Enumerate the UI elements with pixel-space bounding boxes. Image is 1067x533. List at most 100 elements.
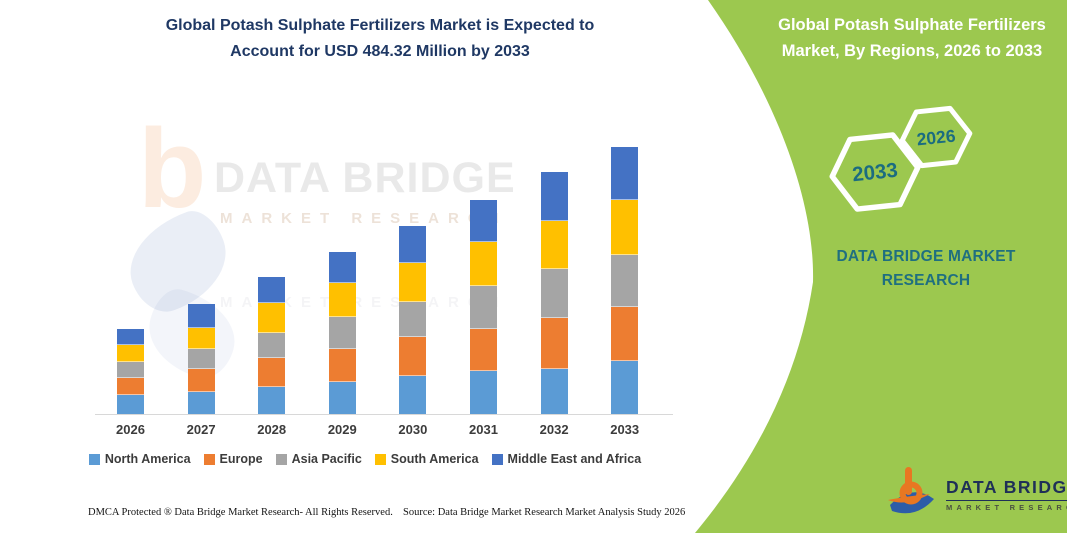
legend-item-south-america: South America — [374, 452, 479, 466]
bar-segment-south-america — [611, 199, 639, 255]
bar-segment-asia-pacific — [328, 316, 356, 350]
bar-segment-north-america — [611, 360, 639, 414]
bar-segment-north-america — [399, 375, 427, 414]
x-axis-label-2027: 2027 — [186, 422, 216, 437]
bar-segment-south-america — [117, 345, 144, 363]
x-axis-label-2028: 2028 — [257, 422, 287, 437]
legend-item-middle-east-and-africa: Middle East and Africa — [491, 452, 642, 466]
bar-segment-north-america — [470, 371, 497, 414]
bar-segment-asia-pacific — [470, 285, 497, 330]
bar-2033 — [611, 146, 639, 414]
bar-segment-asia-pacific — [258, 332, 286, 359]
bar-segment-south-america — [328, 283, 356, 317]
legend-item-asia-pacific: Asia Pacific — [275, 452, 362, 466]
bar-2030 — [399, 226, 427, 414]
bar-segment-middle-east-and-africa — [399, 226, 427, 264]
green-panel-path — [695, 0, 1067, 533]
right-panel-title-line2: Market, By Regions, 2026 to 2033 — [781, 42, 1043, 61]
bar-2026 — [117, 329, 144, 414]
logo-text-block: DATA BRIDGE MARKET RESEARCH — [946, 477, 1067, 512]
panel-brand-line1: DATA BRIDGE MARKET — [836, 248, 1016, 265]
bar-segment-south-america — [399, 263, 427, 303]
bar-segment-north-america — [540, 368, 568, 414]
bar-segment-middle-east-and-africa — [117, 329, 144, 346]
bar-segment-south-america — [187, 327, 215, 350]
bar-2032 — [540, 171, 568, 414]
legend-swatch-icon — [203, 453, 215, 465]
bar-segment-middle-east-and-africa — [470, 199, 497, 243]
legend-item-europe: Europe — [203, 452, 263, 466]
bar-segment-europe — [399, 337, 427, 376]
bar-segment-asia-pacific — [187, 349, 215, 370]
bar-segment-south-america — [540, 221, 568, 270]
watermark-logo-icon: b — [138, 106, 207, 231]
bar-segment-middle-east-and-africa — [187, 304, 215, 328]
source-note: Source: Data Bridge Market Research Mark… — [403, 507, 686, 518]
legend-swatch-icon — [275, 453, 287, 465]
hexagon-2033-label: 2033 — [851, 159, 899, 187]
x-axis-label-2030: 2030 — [398, 422, 428, 437]
hexagon-2026-label: 2026 — [916, 125, 957, 149]
watermark-brand-text: DATA BRIDGE — [214, 154, 516, 202]
bar-segment-asia-pacific — [117, 362, 144, 379]
legend-swatch-icon — [88, 453, 100, 465]
legend-swatch-icon — [491, 453, 503, 465]
chart-title-line2: Account for USD 484.32 Million by 2033 — [230, 43, 530, 61]
legend-label: Asia Pacific — [291, 452, 362, 466]
bar-segment-north-america — [117, 395, 144, 414]
legend-label: Middle East and Africa — [507, 452, 642, 466]
data-bridge-logo: DATA BRIDGE MARKET RESEARCH — [884, 466, 1067, 522]
bar-segment-europe — [187, 369, 215, 392]
bar-segment-asia-pacific — [540, 269, 568, 318]
bar-segment-asia-pacific — [611, 254, 639, 308]
chart-title: Global Potash Sulphate Fertilizers Marke… — [95, 13, 665, 66]
data-bridge-logo-icon — [888, 467, 934, 514]
bar-segment-europe — [470, 329, 497, 372]
hexagon-2033-icon — [829, 132, 921, 212]
bar-segment-europe — [328, 349, 356, 382]
logo-b-stem — [905, 467, 912, 495]
panel-brand-line2: RESEARCH — [881, 272, 971, 290]
panel-brand-text: DATA BRIDGE MARKET RESEARCH — [795, 245, 1057, 293]
bar-segment-middle-east-and-africa — [258, 277, 286, 304]
bar-segment-north-america — [258, 386, 286, 414]
bar-segment-middle-east-and-africa — [328, 251, 356, 284]
x-axis-label-2033: 2033 — [610, 422, 640, 437]
bar-segment-middle-east-and-africa — [540, 171, 568, 222]
chart-title-line1: Global Potash Sulphate Fertilizers Marke… — [165, 17, 595, 34]
x-axis-label-2029: 2029 — [327, 422, 357, 437]
hexagon-badges: 2033 2026 — [829, 105, 973, 212]
watermark: b DATA BRIDGE MARKET RESEARCH MARKET RES… — [115, 106, 515, 426]
logo-b-bowl — [899, 481, 923, 505]
bar-segment-south-america — [470, 242, 497, 286]
x-axis-label-2032: 2032 — [539, 422, 569, 437]
watermark-sub-reflection: MARKET RESEARCH — [220, 294, 508, 311]
bar-segment-europe — [611, 307, 639, 361]
legend-label: Europe — [219, 452, 263, 466]
x-axis-labels: 2026 2027 2028 2029 2030 2031 2032 2033 — [95, 422, 673, 442]
legend-label: South America — [390, 452, 479, 466]
bar-2029 — [328, 251, 356, 414]
legend-swatch-icon — [374, 453, 386, 465]
bar-2031 — [470, 199, 497, 414]
bar-segment-asia-pacific — [399, 302, 427, 338]
logo-name: DATA BRIDGE — [946, 477, 1067, 501]
bar-plot-area — [95, 138, 673, 415]
bar-segment-europe — [258, 358, 286, 387]
bar-segment-middle-east-and-africa — [611, 146, 639, 200]
bar-segment-south-america — [258, 303, 286, 333]
legend-label: North America — [104, 452, 191, 466]
bar-segment-europe — [117, 378, 144, 395]
chart-legend: North America Europe Asia Pacific South Ame… — [45, 452, 685, 466]
bar-segment-north-america — [187, 391, 215, 414]
hexagon-2026-icon — [899, 105, 973, 169]
bar-segment-north-america — [328, 381, 356, 414]
bar-2028 — [258, 277, 286, 414]
x-axis-label-2031: 2031 — [469, 422, 498, 437]
dmca-notice: DMCA Protected ® Data Bridge Market Rese… — [88, 507, 393, 518]
legend-item-north-america: North America — [88, 452, 191, 466]
watermark-sub-text: MARKET RESEARCH — [220, 210, 508, 227]
bar-2027 — [187, 304, 215, 414]
